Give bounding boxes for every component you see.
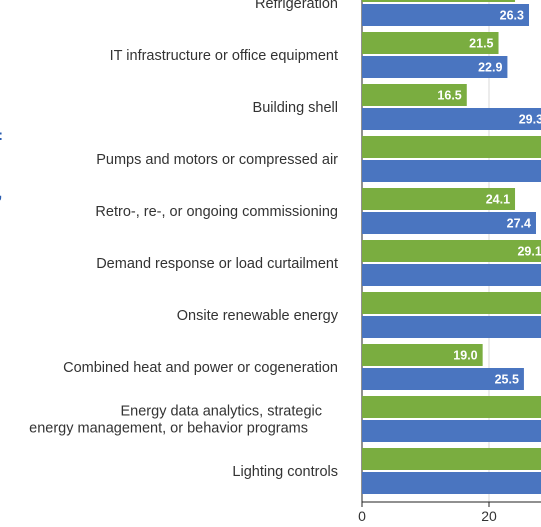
bar [362,448,541,470]
category-label: Energy data analytics, strategic [121,404,323,420]
edge-fragments: : , [0,127,3,202]
category-label: Combined heat and power or cogeneration [63,360,338,376]
bar [362,0,516,2]
bar [362,368,524,390]
bar [362,396,541,418]
data-label: 16.5 [437,89,461,103]
x-tick-label: 20 [481,508,497,524]
data-label: 29.3 [519,113,541,127]
bar [362,344,483,366]
category-label: Building shell [253,100,338,116]
bar [362,420,541,442]
bar [362,292,541,314]
category-label: Pumps and motors or compressed air [96,152,338,168]
bars [362,0,541,494]
data-label: 19.0 [453,349,477,363]
bar [362,472,541,494]
category-label: Retro-, re-, or ongoing commissioning [95,204,338,220]
category-label: Lighting controls [232,464,338,480]
clipped-edge-glyph: : [0,127,3,144]
bar [362,240,541,262]
bar [362,188,516,210]
category-label: Onsite renewable energy [177,308,339,324]
data-label: 27.4 [507,217,531,231]
data-label: 25.5 [495,373,519,387]
bar [362,316,541,338]
data-label: 29.1 [517,245,541,259]
data-label: 24.1 [486,193,510,207]
data-label: 26.3 [500,9,524,23]
bar [362,56,508,78]
bar [362,160,541,182]
data-label: 21.5 [469,37,493,51]
bar [362,32,499,54]
bar [362,84,467,106]
bar [362,264,541,286]
category-label: Refrigeration [255,0,338,12]
category-label: energy management, or behavior programs [29,421,308,437]
bar [362,108,541,130]
data-label: 22.9 [478,61,502,75]
category-label: Demand response or load curtailment [96,256,338,272]
bar [362,136,541,158]
category-label: IT infrastructure or office equipment [110,48,338,64]
bar-labels: 24.126.321.522.916.529.324.127.429.119.0… [437,9,541,387]
x-tick-label: 0 [358,508,366,524]
category-labels: Refrigeration IT infrastructure or office… [29,0,339,480]
clipped-edge-glyph: , [0,185,2,202]
x-axis: 0 20 [358,501,541,524]
bar [362,212,536,234]
bar [362,4,530,26]
